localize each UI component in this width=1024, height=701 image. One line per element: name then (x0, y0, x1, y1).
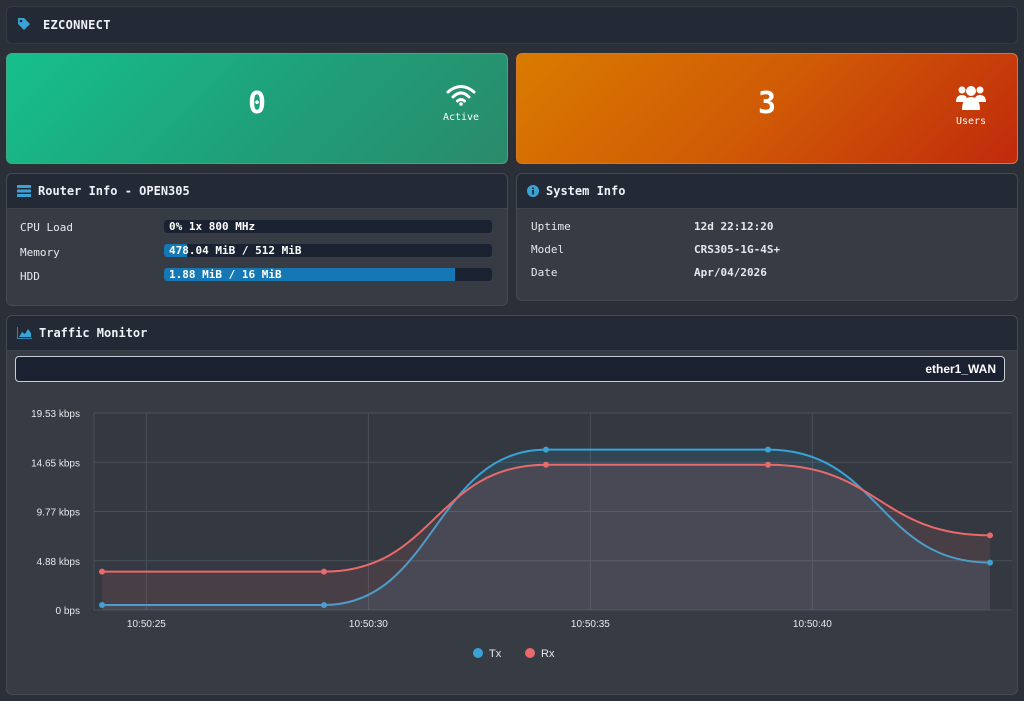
x-tick-label: 10:50:25 (127, 619, 166, 630)
legend-label-rx: Rx (541, 648, 555, 660)
y-tick-label: 0 bps (56, 606, 80, 617)
active-count: 0 (247, 86, 267, 121)
legend-marker-tx (473, 648, 483, 658)
active-card: 0 Active (6, 53, 508, 164)
app-title: EZCONNECT (43, 18, 111, 32)
users-label: Users (955, 116, 987, 127)
data-point-tx (321, 601, 327, 608)
system-info-panel: System Info Uptime 12d 22:12:20 Model CR… (516, 173, 1018, 301)
data-point-rx (765, 461, 771, 468)
cpu-load-label: CPU Load (20, 221, 73, 234)
date-label: Date (531, 266, 558, 279)
memory-value: 478.04 MiB / 512 MiB (169, 244, 302, 257)
server-icon (17, 182, 31, 201)
x-tick-label: 10:50:40 (793, 619, 832, 630)
cpu-load-bar: 0% 1x 800 MHz (164, 220, 492, 233)
top-bar: EZCONNECT (6, 6, 1018, 44)
uptime-value: 12d 22:12:20 (694, 220, 774, 233)
wifi-icon (446, 85, 476, 110)
hdd-bar: 1.88 MiB / 16 MiB (164, 268, 492, 281)
hdd-value: 1.88 MiB / 16 MiB (169, 268, 282, 281)
system-info-title: System Info (546, 184, 626, 198)
x-tick-label: 10:50:35 (571, 619, 610, 630)
users-card: 3 Users (516, 53, 1018, 164)
y-tick-label: 19.53 kbps (31, 409, 80, 420)
data-point-rx (543, 461, 549, 468)
data-point-tx (543, 446, 549, 453)
interface-value: ether1_WAN (925, 362, 996, 376)
tag-icon (17, 16, 31, 35)
y-tick-label: 4.88 kbps (37, 557, 80, 568)
data-point-rx (321, 568, 327, 575)
data-point-tx (765, 446, 771, 453)
y-tick-label: 14.65 kbps (31, 458, 80, 469)
cpu-load-value: 0% 1x 800 MHz (169, 220, 256, 233)
hdd-fill (164, 268, 455, 281)
memory-fill (164, 244, 187, 257)
interface-select[interactable]: ether1_WAN (15, 356, 1005, 382)
active-label: Active (442, 112, 480, 123)
x-tick-label: 10:50:30 (349, 619, 388, 630)
data-point-rx (99, 568, 105, 575)
uptime-label: Uptime (531, 220, 571, 233)
memory-bar: 478.04 MiB / 512 MiB (164, 244, 492, 257)
users-icon (955, 86, 987, 114)
model-label: Model (531, 243, 565, 256)
y-tick-label: 9.77 kbps (37, 508, 80, 519)
users-count: 3 (757, 86, 777, 121)
series-area-tx (102, 449, 990, 610)
data-point-tx (99, 601, 105, 608)
router-info-title: Router Info - OPEN305 (38, 184, 190, 198)
data-point-rx (987, 532, 993, 539)
data-point-tx (987, 559, 993, 566)
router-info-panel: Router Info - OPEN305 CPU Load 0% 1x 800… (6, 173, 508, 306)
memory-label: Memory (20, 246, 60, 259)
traffic-monitor-title: Traffic Monitor (39, 326, 148, 340)
legend-marker-rx (525, 648, 535, 658)
traffic-chart: 0 bps 4.88 kbps 9.77 kbps 14.65 kbps 19.53 k… (31, 409, 1012, 660)
date-value: Apr/04/2026 (694, 266, 767, 279)
hdd-label: HDD (20, 270, 40, 283)
area-chart-icon (16, 324, 32, 343)
traffic-monitor-panel: Traffic Monitor ether1_WAN 0 bps 4.88 kbp… (6, 315, 1018, 695)
info-icon (527, 182, 539, 201)
legend-label-tx: Tx (489, 648, 502, 660)
model-value: CRS305-1G-4S+ (694, 243, 781, 256)
